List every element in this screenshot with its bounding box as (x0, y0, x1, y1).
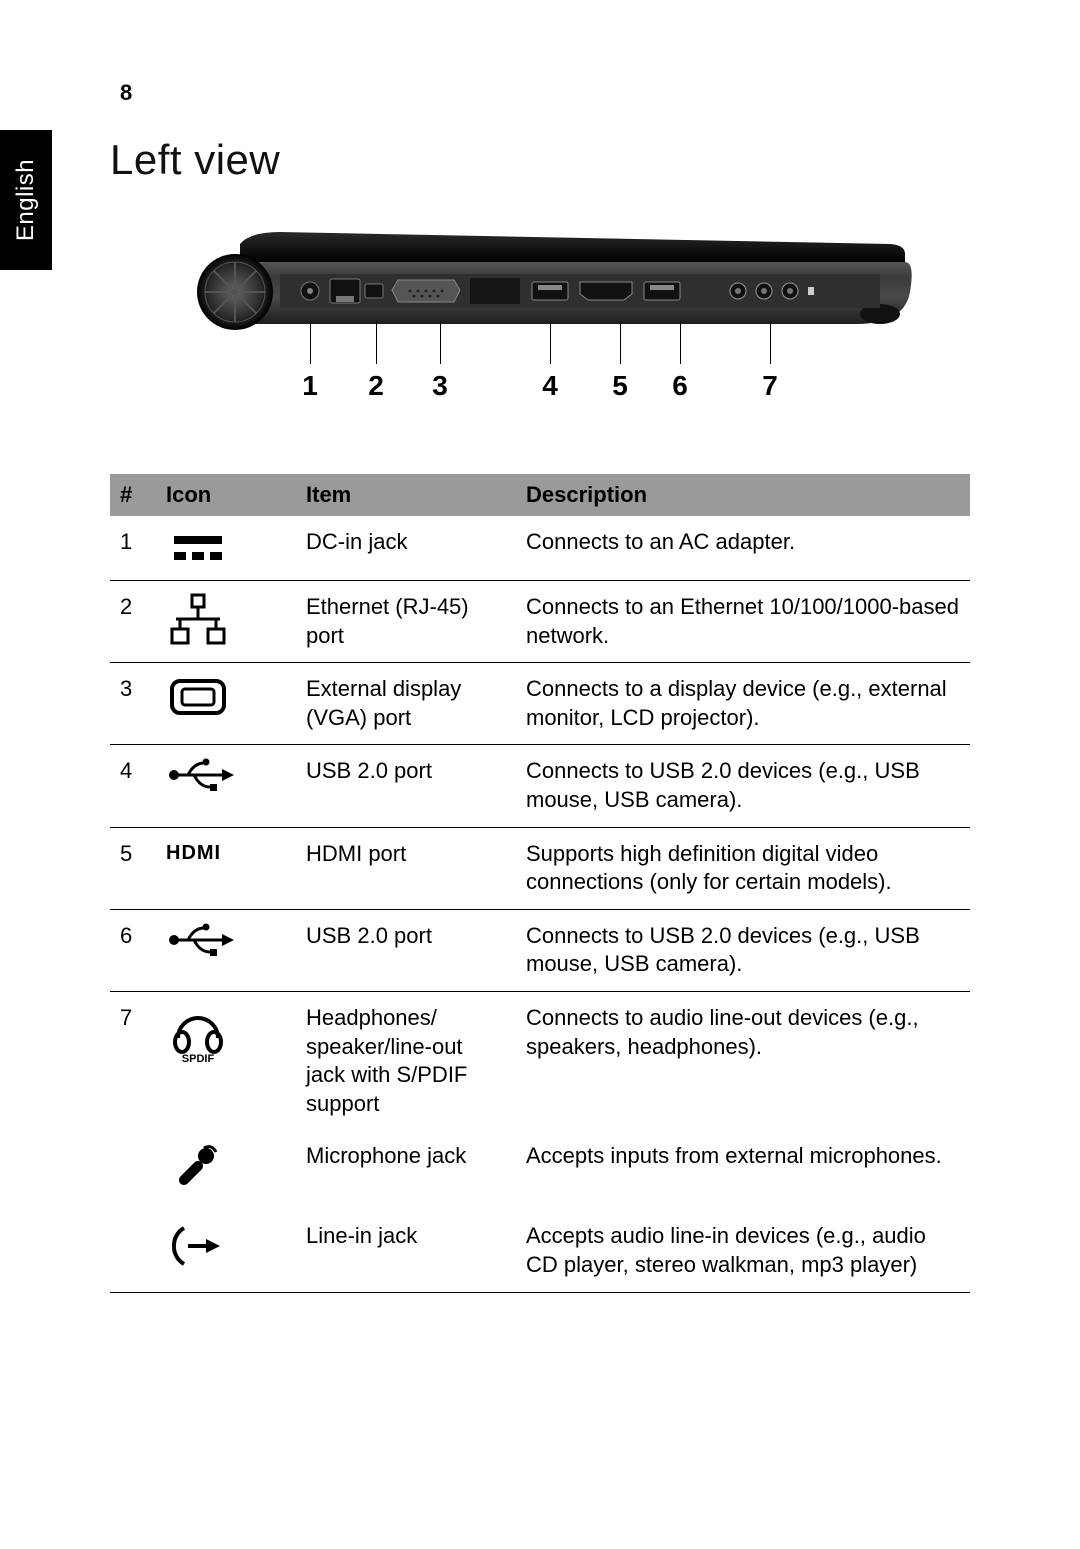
callout-line (620, 322, 621, 364)
callout-number: 4 (542, 370, 558, 402)
row-description: Connects to an Ethernet 10/100/1000-base… (516, 581, 970, 663)
table-row: 5HDMIHDMI portSupports high definition d… (110, 827, 970, 909)
callout-number: 2 (368, 370, 384, 402)
callout-row: 1 2 3 4 5 6 7 (160, 364, 920, 434)
callout-number: 7 (762, 370, 778, 402)
ethernet-icon (156, 581, 296, 663)
section-title: Left view (110, 136, 970, 184)
table-row: 1 DC-in jackConnects to an AC adapter. (110, 516, 970, 581)
language-label: English (12, 159, 40, 241)
row-number: 3 (110, 663, 156, 745)
table-row: 6 USB 2.0 portConnects to USB 2.0 devices… (110, 909, 970, 991)
table-row: 3 External display (VGA) portConnects to … (110, 663, 970, 745)
laptop-side-illustration (160, 214, 920, 364)
callout-number: 6 (672, 370, 688, 402)
table-row: Line-in jackAccepts audio line-in device… (110, 1210, 970, 1292)
col-item: Item (296, 474, 516, 516)
row-item: Line-in jack (296, 1210, 516, 1292)
callout-line (376, 322, 377, 364)
row-item: DC-in jack (296, 516, 516, 581)
row-description: Connects to USB 2.0 devices (e.g., USB m… (516, 745, 970, 827)
callout-number: 5 (612, 370, 628, 402)
row-number: 7 (110, 991, 156, 1130)
headphone-spdif-icon: SPDIF (156, 991, 296, 1130)
row-number (110, 1210, 156, 1292)
row-item: Microphone jack (296, 1130, 516, 1210)
table-row: 2 Ethernet (RJ-45) portConnects to an Eth… (110, 581, 970, 663)
manual-page: 8 English Left view (0, 0, 1080, 1549)
row-description: Accepts inputs from external microphones… (516, 1130, 970, 1210)
col-icon: Icon (156, 474, 296, 516)
row-number: 2 (110, 581, 156, 663)
hdmi-text-icon: HDMI (156, 827, 296, 909)
usb-icon (156, 745, 296, 827)
page-number: 8 (120, 80, 970, 106)
device-left-view: 1 2 3 4 5 6 7 (160, 214, 920, 434)
row-description: Supports high definition digital video c… (516, 827, 970, 909)
row-description: Connects to audio line-out devices (e.g.… (516, 991, 970, 1130)
col-desc: Description (516, 474, 970, 516)
language-tab: English (0, 130, 52, 270)
row-number: 5 (110, 827, 156, 909)
table-row: 4 USB 2.0 portConnects to USB 2.0 devices… (110, 745, 970, 827)
callout-line (680, 322, 681, 364)
col-num: # (110, 474, 156, 516)
ports-table: # Icon Item Description 1DC-in jackConne… (110, 474, 970, 1293)
row-number: 6 (110, 909, 156, 991)
row-description: Connects to an AC adapter. (516, 516, 970, 581)
row-item: USB 2.0 port (296, 745, 516, 827)
row-number (110, 1130, 156, 1210)
svg-text:SPDIF: SPDIF (182, 1053, 215, 1064)
dc-in-icon (156, 516, 296, 581)
row-description: Accepts audio line-in devices (e.g., aud… (516, 1210, 970, 1292)
callout-line (550, 322, 551, 364)
callout-line (440, 322, 441, 364)
line-in-icon (156, 1210, 296, 1292)
row-number: 1 (110, 516, 156, 581)
table-row: 7 SPDIF Headphones/ speaker/line-out jack … (110, 991, 970, 1130)
row-item: Headphones/ speaker/line-out jack with S… (296, 991, 516, 1130)
mic-icon (156, 1130, 296, 1210)
callout-line (310, 322, 311, 364)
row-description: Connects to a display device (e.g., exte… (516, 663, 970, 745)
vga-icon (156, 663, 296, 745)
row-item: USB 2.0 port (296, 909, 516, 991)
table-header-row: # Icon Item Description (110, 474, 970, 516)
row-item: HDMI port (296, 827, 516, 909)
callout-number: 3 (432, 370, 448, 402)
table-row: Microphone jackAccepts inputs from exter… (110, 1130, 970, 1210)
row-item: Ethernet (RJ-45) port (296, 581, 516, 663)
usb-icon (156, 909, 296, 991)
row-item: External display (VGA) port (296, 663, 516, 745)
callout-line (770, 322, 771, 364)
row-description: Connects to USB 2.0 devices (e.g., USB m… (516, 909, 970, 991)
row-number: 4 (110, 745, 156, 827)
callout-number: 1 (302, 370, 318, 402)
